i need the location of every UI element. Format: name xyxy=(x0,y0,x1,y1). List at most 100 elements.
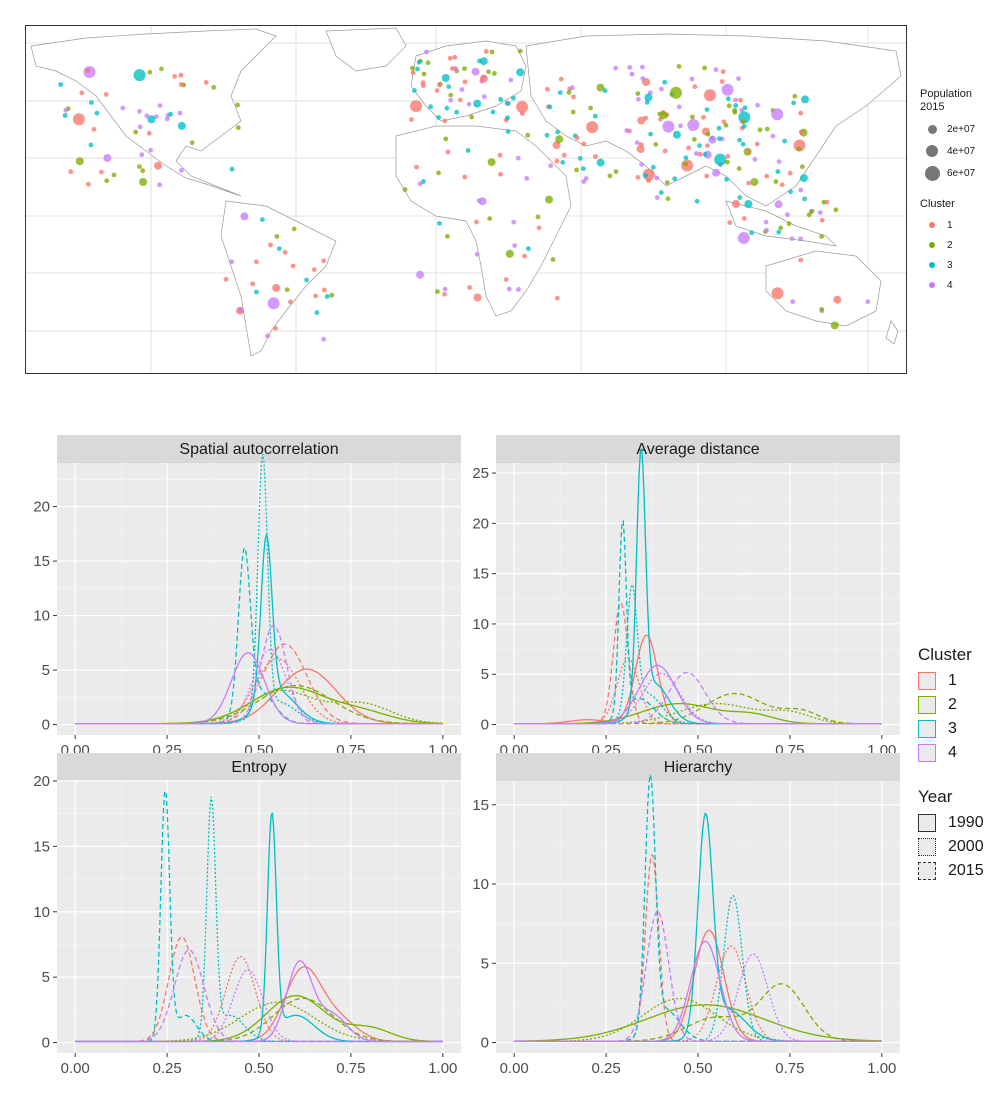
density-curve xyxy=(514,1004,882,1042)
city-marker xyxy=(683,161,688,167)
city-marker xyxy=(229,166,235,172)
city-marker xyxy=(506,286,512,292)
city-marker xyxy=(276,246,282,252)
city-marker xyxy=(560,160,566,165)
cluster-legend-item: 3 xyxy=(918,717,984,741)
city-marker xyxy=(792,93,798,99)
city-marker xyxy=(94,110,100,116)
city-marker xyxy=(650,164,656,170)
city-marker xyxy=(72,113,85,126)
city-marker xyxy=(111,172,117,178)
city-marker xyxy=(574,135,580,141)
city-marker xyxy=(778,225,784,231)
city-marker xyxy=(434,88,440,93)
city-marker xyxy=(724,176,729,182)
city-marker xyxy=(414,164,419,170)
x-tick-label: 1.00 xyxy=(867,1060,896,1077)
city-marker xyxy=(437,82,442,88)
city-marker xyxy=(68,169,74,175)
city-marker xyxy=(708,135,717,144)
city-marker xyxy=(833,295,842,304)
city-marker xyxy=(416,59,422,65)
city-marker xyxy=(798,110,804,116)
city-marker xyxy=(524,176,530,181)
density-curve xyxy=(514,671,882,725)
population-legend-item: 4e+07 xyxy=(920,140,998,162)
city-marker xyxy=(459,87,465,92)
city-marker xyxy=(736,166,742,172)
city-marker xyxy=(467,285,473,290)
city-marker xyxy=(535,214,541,220)
city-marker xyxy=(448,92,454,98)
city-marker xyxy=(654,195,660,200)
city-marker xyxy=(497,152,503,158)
city-marker xyxy=(448,97,454,103)
city-marker xyxy=(694,151,699,156)
city-marker xyxy=(416,270,425,279)
year-2000-key xyxy=(918,838,936,856)
city-marker xyxy=(757,127,763,133)
x-tick-label: 0.25 xyxy=(152,1060,181,1077)
city-marker xyxy=(740,141,746,147)
city-marker xyxy=(833,207,839,213)
city-marker xyxy=(410,100,422,113)
city-marker xyxy=(725,154,731,159)
city-marker xyxy=(577,156,583,161)
city-marker xyxy=(690,114,695,120)
city-marker xyxy=(796,146,802,152)
city-marker xyxy=(716,125,722,131)
asia-outline xyxy=(525,33,902,207)
new-zealand-outline xyxy=(885,320,899,345)
city-marker xyxy=(665,196,671,202)
city-marker xyxy=(705,131,711,137)
density-curve xyxy=(514,953,882,1042)
city-marker xyxy=(613,169,619,175)
density-curve xyxy=(514,910,882,1042)
city-marker xyxy=(442,291,447,297)
city-marker xyxy=(229,259,235,265)
city-marker xyxy=(452,54,458,60)
city-marker xyxy=(260,217,265,223)
city-marker xyxy=(498,97,504,102)
city-marker xyxy=(321,258,327,264)
city-marker xyxy=(790,299,796,304)
city-marker xyxy=(644,100,650,105)
south-america-outline xyxy=(220,200,337,357)
city-marker xyxy=(445,149,451,155)
city-marker xyxy=(321,336,326,342)
city-marker xyxy=(799,174,808,183)
density-curve xyxy=(75,643,443,725)
city-marker xyxy=(754,141,760,147)
city-marker xyxy=(712,168,721,177)
city-marker xyxy=(545,86,550,92)
city-marker xyxy=(515,155,521,161)
map-land-outlines xyxy=(30,27,902,357)
city-marker xyxy=(511,95,516,101)
city-marker xyxy=(798,187,804,193)
city-marker xyxy=(223,276,229,282)
city-marker xyxy=(586,121,599,134)
city-marker xyxy=(505,249,514,258)
city-marker xyxy=(154,161,163,170)
density-curve xyxy=(514,519,882,725)
city-markers xyxy=(58,48,871,342)
cluster-legend-item: 2 xyxy=(920,235,998,255)
city-marker xyxy=(516,287,521,292)
city-marker xyxy=(741,216,747,221)
city-marker xyxy=(436,115,442,120)
city-marker xyxy=(554,295,560,301)
city-marker xyxy=(254,289,259,295)
cluster-legend-item: 1 xyxy=(918,669,984,693)
cluster-1-key xyxy=(918,672,936,690)
y-tick-label: 0 xyxy=(481,1035,489,1052)
city-marker xyxy=(627,65,633,70)
city-marker xyxy=(635,91,641,96)
city-marker xyxy=(63,107,69,113)
x-tick-label: 0.00 xyxy=(61,1060,90,1077)
city-marker xyxy=(505,115,510,121)
x-tick-label: 0.50 xyxy=(244,1060,273,1077)
city-marker xyxy=(274,234,280,239)
city-marker xyxy=(415,66,420,72)
city-marker xyxy=(147,69,153,75)
